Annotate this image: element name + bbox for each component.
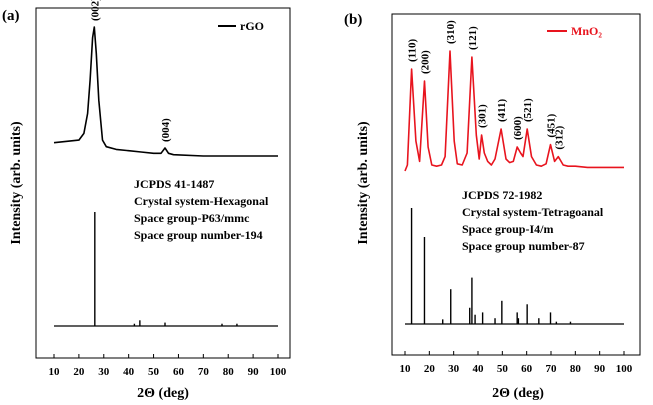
x-tick-label: 100: [616, 363, 633, 375]
panel-b-space-group: Space group-I4/m: [462, 222, 553, 236]
x-tick-label: 10: [400, 363, 412, 375]
x-tick-label: 60: [521, 363, 533, 375]
panel-b-annotation: JCPDS 72-1982 Crystal system-Tetragoanal…: [462, 188, 604, 253]
mno2-line: [404, 50, 624, 172]
peak-label: (451): [546, 113, 558, 137]
x-tick-label: 20: [73, 366, 85, 378]
peak-label: (310): [445, 20, 457, 44]
panel-a-space-group: Space group-P63/mmc: [134, 211, 250, 225]
x-tick-label: 30: [98, 366, 110, 378]
panel-b-peak-labels: (110) (200) (310) (121) (301) (411) (600)(521)…: [407, 20, 566, 150]
peak-label: (521): [522, 98, 534, 122]
x-tick-label: 60: [173, 366, 185, 378]
panel-a-annotation: JCPDS 41-1487 Crystal system-Hexagonal S…: [134, 177, 269, 242]
x-tick-label: 90: [248, 366, 260, 378]
x-tick-label: 30: [448, 363, 460, 375]
x-tick-label: 80: [223, 366, 235, 378]
x-tick-label: 80: [570, 363, 582, 375]
panel-b: (b) Intensity (arb. units) 2Θ (deg) (110…: [344, 12, 641, 401]
panel-a-jcpds: JCPDS 41-1487: [134, 177, 214, 191]
x-tick-label: 40: [123, 366, 135, 378]
x-tick-label: 50: [148, 366, 160, 378]
peak-label: (312): [553, 125, 565, 149]
panel-a-x-ticks: 10 20 30 40 50 60 70 80 90 100: [49, 354, 287, 378]
panel-b-ylabel: Intensity (arb. units): [356, 121, 371, 245]
rgo-line: [53, 26, 278, 157]
panel-b-jcpds: JCPDS 72-1982: [462, 188, 542, 202]
x-tick-label: 20: [424, 363, 436, 375]
peak-label: (600): [512, 116, 524, 140]
panel-a-xlabel: 2Θ (deg): [137, 386, 189, 401]
peak-label: (200): [420, 50, 432, 74]
panel-b-xlabel: 2Θ (deg): [492, 386, 544, 401]
panel-a-crystal-system: Crystal system-Hexagonal: [134, 194, 269, 208]
panel-b-x-ticks: 10 20 30 40 50 60 70 80 90 100: [400, 351, 633, 375]
panel-b-label: (b): [344, 12, 362, 28]
peak-label: (121): [467, 26, 479, 50]
peak-label: (411): [496, 98, 508, 122]
mno2-legend-label: MnO₂: [571, 24, 602, 38]
panel-a-legend: rGO: [218, 19, 264, 33]
panel-a-peak-labels: (002) (004): [89, 0, 172, 142]
panel-b-space-group-number: Space group number-87: [462, 239, 585, 253]
x-tick-label: 100: [270, 366, 287, 378]
panel-b-legend: MnO₂: [547, 24, 602, 38]
peak-label: (301): [477, 104, 489, 128]
x-tick-label: 70: [198, 366, 210, 378]
peak-label: (110): [407, 38, 419, 62]
panel-a-frame: [35, 7, 291, 359]
x-tick-label: 50: [497, 363, 509, 375]
panel-a-ylabel: Intensity (arb. units): [9, 121, 24, 245]
rgo-legend-label: rGO: [240, 19, 264, 33]
peak-label: (002): [89, 0, 101, 21]
x-tick-label: 40: [473, 363, 485, 375]
panel-a-label: (a): [2, 8, 20, 24]
x-tick-label: 70: [546, 363, 558, 375]
peak-label: (004): [160, 118, 172, 142]
panel-b-frame: [391, 13, 641, 356]
panel-b-crystal-system: Crystal system-Tetragoanal: [462, 205, 604, 219]
x-tick-label: 10: [49, 366, 61, 378]
panel-b-reference-lines: [410, 208, 572, 324]
panel-a-space-group-number: Space group number-194: [134, 228, 263, 242]
x-tick-label: 90: [594, 363, 606, 375]
panel-a: (a) Intensity (arb. units) 2Θ (deg) (002…: [2, 0, 291, 401]
